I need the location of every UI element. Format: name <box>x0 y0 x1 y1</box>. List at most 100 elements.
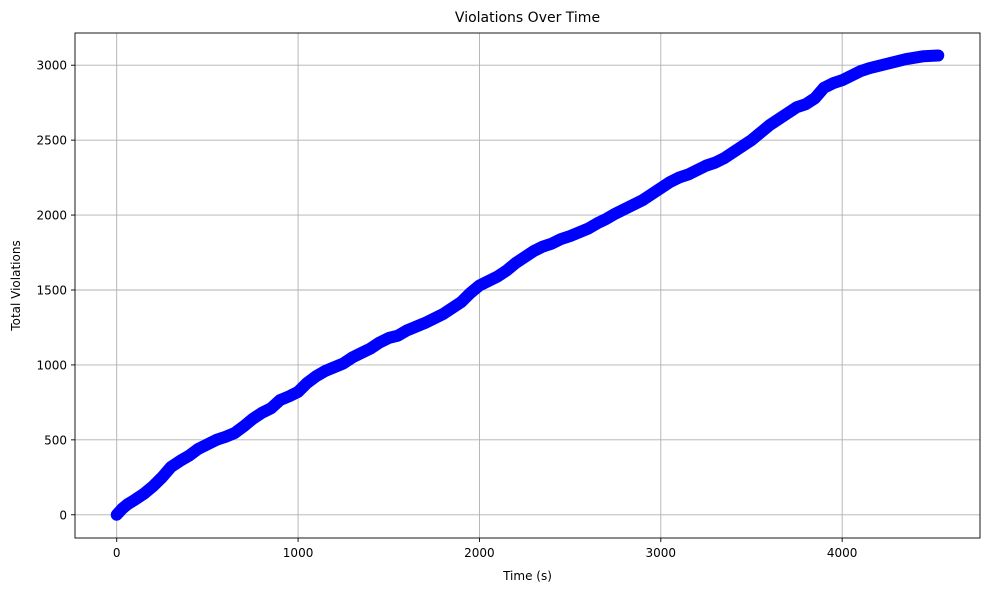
data-point <box>247 413 259 425</box>
data-point <box>727 146 739 158</box>
data-point <box>909 52 921 64</box>
data-point <box>365 342 377 354</box>
data-point <box>918 50 930 62</box>
chart-title: Violations Over Time <box>455 10 600 26</box>
data-point <box>383 332 395 344</box>
data-point <box>564 230 576 242</box>
data-point <box>836 74 848 86</box>
data-point <box>437 308 449 320</box>
data-point <box>310 370 322 382</box>
data-point <box>301 377 313 389</box>
x-tick-label: 3000 <box>646 546 677 560</box>
data-point <box>337 357 349 369</box>
data-point <box>673 172 685 184</box>
data-point <box>700 160 712 172</box>
data-point <box>292 386 304 398</box>
data-point <box>646 188 658 200</box>
data-point <box>473 280 485 291</box>
data-point <box>637 194 649 206</box>
data-point <box>464 287 476 299</box>
data-point <box>138 488 150 500</box>
data-point <box>628 199 640 211</box>
x-tick-label: 2000 <box>464 546 495 560</box>
data-point <box>709 157 721 169</box>
data-point <box>510 257 522 269</box>
data-point <box>764 119 776 131</box>
data-point <box>265 402 277 414</box>
data-point <box>582 223 594 235</box>
y-tick-label: 0 <box>59 508 67 522</box>
x-axis-label: Time (s) <box>502 569 552 583</box>
data-point <box>609 208 621 220</box>
data-point <box>183 450 195 462</box>
data-point <box>392 330 404 342</box>
data-point <box>346 351 358 363</box>
grid-layer <box>75 33 980 538</box>
data-point <box>809 92 821 104</box>
data-point <box>691 164 703 176</box>
data-point <box>882 58 894 70</box>
data-point <box>854 65 866 77</box>
data-point <box>328 361 340 373</box>
data-point <box>238 420 250 432</box>
data-point <box>900 53 912 65</box>
data-point <box>483 275 495 287</box>
y-tick-label: 500 <box>44 433 67 447</box>
data-point <box>283 390 295 402</box>
data-point <box>401 324 413 336</box>
data-point <box>174 455 186 467</box>
data-point <box>537 241 549 253</box>
data-point <box>736 140 748 152</box>
y-tick-label: 1000 <box>36 358 67 372</box>
data-point <box>600 213 612 225</box>
data-point <box>782 107 794 119</box>
data-point <box>519 251 531 263</box>
data-point <box>555 233 567 245</box>
data-point <box>827 77 839 89</box>
data-point <box>147 480 159 492</box>
data-point <box>818 82 830 94</box>
y-axis-label: Total Violations <box>9 240 23 331</box>
data-point <box>573 226 585 238</box>
x-tick-label: 1000 <box>283 546 314 560</box>
data-point <box>210 434 222 446</box>
y-tick-label: 1500 <box>36 283 67 297</box>
data-point <box>773 113 785 125</box>
x-tick-label: 4000 <box>827 546 858 560</box>
data-point <box>192 443 204 455</box>
data-point <box>845 70 857 82</box>
data-point <box>446 302 458 314</box>
data-point <box>428 312 440 324</box>
data-point <box>932 49 944 61</box>
tick-layer: 0 1000 2000 3000 4000 0 500 1000 1500 2000 2500 300… <box>36 59 857 560</box>
series-line <box>110 49 945 521</box>
data-point <box>891 55 903 67</box>
data-point <box>872 60 884 72</box>
data-point <box>274 394 286 406</box>
y-tick-label: 2500 <box>36 134 67 148</box>
data-point <box>455 296 467 308</box>
data-point <box>791 101 803 113</box>
data-point <box>492 271 504 283</box>
data-layer <box>110 49 945 521</box>
data-point <box>682 169 694 181</box>
data-point <box>664 176 676 188</box>
data-point <box>501 265 513 277</box>
data-point <box>655 182 667 194</box>
data-point <box>201 438 213 450</box>
data-point <box>546 238 558 250</box>
data-point <box>256 407 268 419</box>
data-point <box>374 336 386 348</box>
data-point <box>528 245 540 257</box>
plot-frame <box>74 32 981 539</box>
data-point <box>591 217 603 229</box>
data-point <box>619 203 631 215</box>
data-point <box>229 427 241 439</box>
y-tick-label: 3000 <box>36 59 67 73</box>
data-point <box>156 471 168 483</box>
data-point <box>800 98 812 110</box>
x-tick-label: 0 <box>113 546 121 560</box>
data-point <box>718 152 730 164</box>
